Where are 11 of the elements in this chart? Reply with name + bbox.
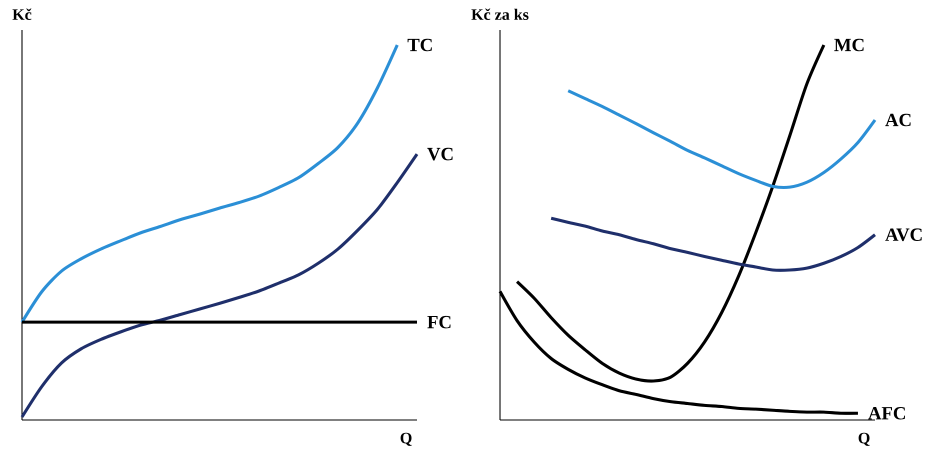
series-label: AFC <box>868 406 905 420</box>
x-axis-title: Q <box>400 432 412 446</box>
series-label: AC <box>885 114 911 126</box>
series-label: VC <box>427 148 453 160</box>
series-label: TC <box>408 38 432 52</box>
x-axis-title: Q <box>858 432 870 446</box>
series-label: AVC <box>885 228 922 242</box>
y-axis-title: Kč za ks <box>471 8 528 20</box>
y-axis-title: Kč <box>12 8 32 20</box>
series-label: FC <box>427 316 451 328</box>
series-label: MC <box>834 38 864 52</box>
